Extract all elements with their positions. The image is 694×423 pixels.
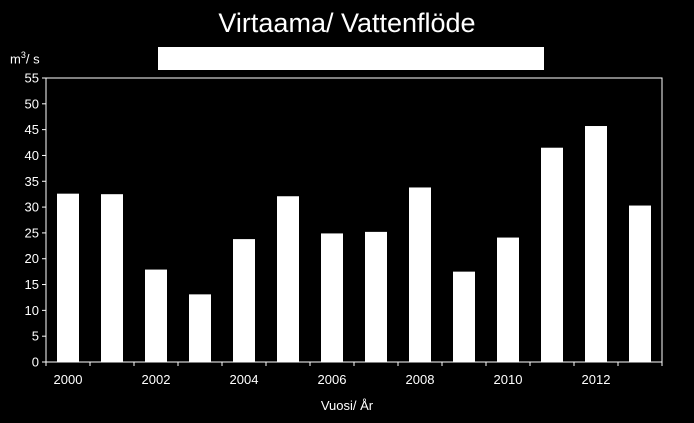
chart-title: Virtaama/ Vattenflöde <box>218 8 476 38</box>
plot-frame <box>45 77 663 363</box>
x-tick-label: 2002 <box>142 372 171 387</box>
bar-2009 <box>453 271 475 362</box>
x-tick-label: 2012 <box>582 372 611 387</box>
bar-2012 <box>585 126 607 362</box>
y-tick-label: 20 <box>25 251 39 266</box>
y-tick-label: 50 <box>25 96 39 111</box>
y-tick-label: 0 <box>32 355 39 370</box>
y-tick-label: 40 <box>25 148 39 163</box>
y-axis-label: m3/ s <box>10 50 40 67</box>
bar-2005 <box>277 196 299 362</box>
x-tick-label: 2010 <box>494 372 523 387</box>
y-tick-label: 45 <box>25 122 39 137</box>
bar-2011 <box>541 147 563 362</box>
white-banner <box>158 47 544 70</box>
bar-2010 <box>497 237 519 362</box>
bar-2004 <box>233 239 255 362</box>
y-tick-label: 25 <box>25 225 39 240</box>
bar-2006 <box>321 233 343 362</box>
y-tick-label: 10 <box>25 303 39 318</box>
x-tick-label: 2006 <box>318 372 347 387</box>
x-tick-label: 2000 <box>54 372 83 387</box>
bar-2002 <box>145 269 167 362</box>
y-tick-label: 55 <box>25 71 39 86</box>
bar-2008 <box>409 187 431 362</box>
bar-2013 <box>629 205 651 362</box>
bar-2001 <box>101 194 123 362</box>
y-tick-label: 15 <box>25 277 39 292</box>
bar-2000 <box>57 193 79 362</box>
x-tick-label: 2004 <box>230 372 259 387</box>
bar-2003 <box>189 294 211 362</box>
y-tick-label: 5 <box>32 329 39 344</box>
x-axis-label: Vuosi/ År <box>320 398 374 413</box>
y-tick-label: 35 <box>25 174 39 189</box>
y-tick-label: 30 <box>25 200 39 215</box>
x-tick-label: 2008 <box>406 372 435 387</box>
bar-2007 <box>365 231 387 362</box>
